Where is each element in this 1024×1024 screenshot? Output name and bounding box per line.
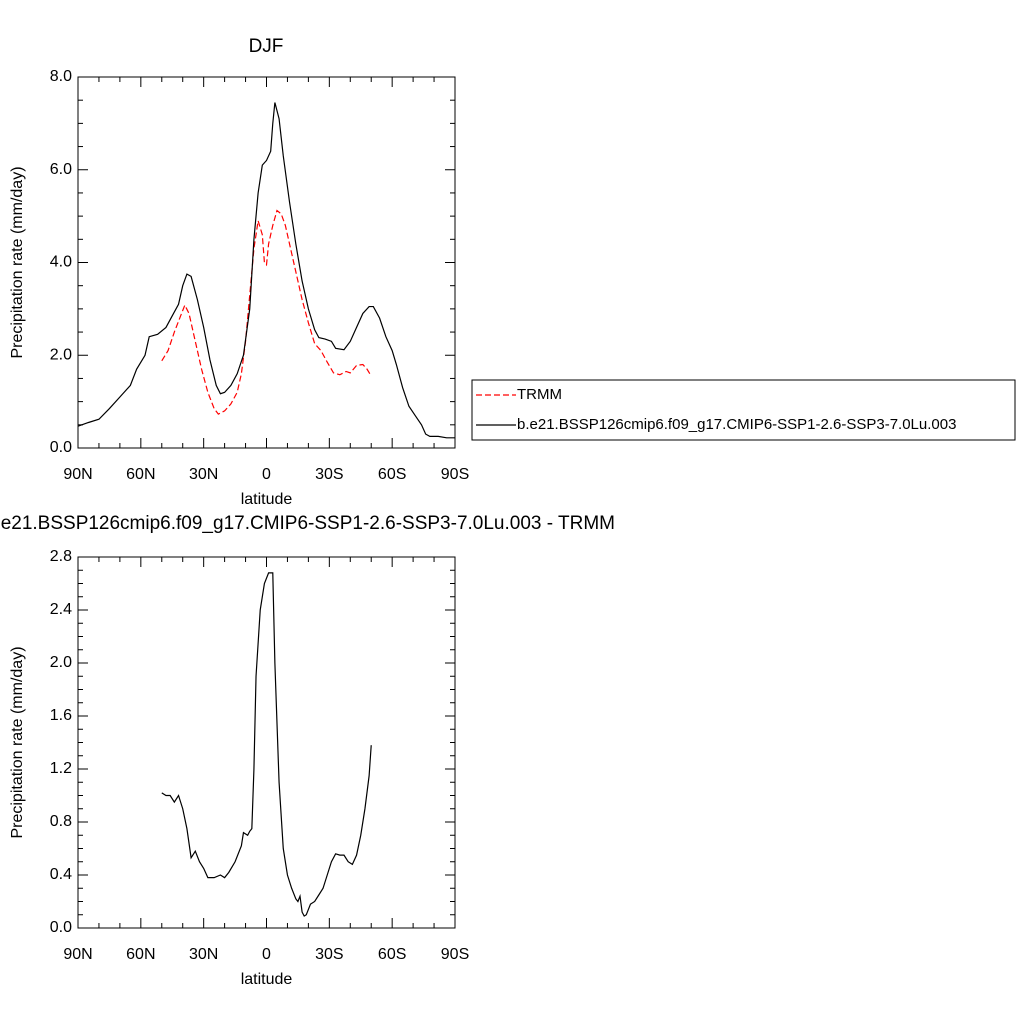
chart-title: DJF (249, 36, 284, 57)
legend-label: TRMM (517, 386, 562, 403)
x-axis-label: latitude (241, 491, 293, 508)
data-line (77, 102, 455, 439)
legend-label: b.e21.BSSP126cmip6.f09_g17.CMIP6-SSP1-2.… (517, 416, 956, 433)
x-tick-label: 60N (126, 946, 155, 963)
x-tick-label: 90S (441, 946, 469, 963)
x-tick-label: 30S (315, 946, 343, 963)
y-tick-label: 2.0 (50, 346, 72, 363)
x-tick-label: 30N (189, 466, 218, 483)
x-tick-label: 30S (315, 466, 343, 483)
y-tick-label: 0.8 (50, 813, 72, 830)
x-tick-label: 90N (63, 946, 92, 963)
y-tick-label: 8.0 (50, 68, 72, 85)
y-tick-label: 1.2 (50, 760, 72, 777)
y-tick-label: 6.0 (50, 161, 72, 178)
plot-frame (77, 556, 456, 929)
y-tick-label: 2.4 (50, 601, 72, 618)
chart-title: b.e21.BSSP126cmip6.f09_g17.CMIP6-SSP1-2.… (0, 513, 615, 534)
x-axis-label: latitude (241, 971, 293, 988)
y-tick-label: 4.0 (50, 254, 72, 271)
x-tick-label: 60S (378, 466, 406, 483)
y-tick-label: 0.0 (50, 439, 72, 456)
y-tick-label: 0.0 (50, 919, 72, 936)
data-line (161, 209, 372, 415)
y-axis-label: Precipitation rate (mm/day) (9, 646, 26, 838)
y-tick-label: 2.8 (50, 548, 72, 565)
data-line (161, 572, 372, 917)
x-tick-label: 0 (262, 466, 271, 483)
legend-box (471, 379, 1016, 441)
y-axis-label: Precipitation rate (mm/day) (9, 166, 26, 358)
y-tick-label: 1.6 (50, 707, 72, 724)
x-tick-label: 90S (441, 466, 469, 483)
y-tick-label: 2.0 (50, 654, 72, 671)
x-tick-label: 30N (189, 946, 218, 963)
x-tick-label: 90N (63, 466, 92, 483)
x-tick-label: 60N (126, 466, 155, 483)
y-tick-label: 0.4 (50, 866, 72, 883)
x-tick-label: 60S (378, 946, 406, 963)
x-tick-label: 0 (262, 946, 271, 963)
